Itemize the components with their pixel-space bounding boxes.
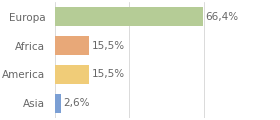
Bar (55, 65, 90, 84)
Bar (55, 36, 90, 55)
Text: 66,4%: 66,4% (205, 12, 238, 22)
Text: 15,5%: 15,5% (92, 41, 125, 51)
Text: 2,6%: 2,6% (63, 98, 89, 108)
Bar (55, 7, 203, 26)
Text: 15,5%: 15,5% (92, 69, 125, 79)
Bar (55, 94, 61, 113)
